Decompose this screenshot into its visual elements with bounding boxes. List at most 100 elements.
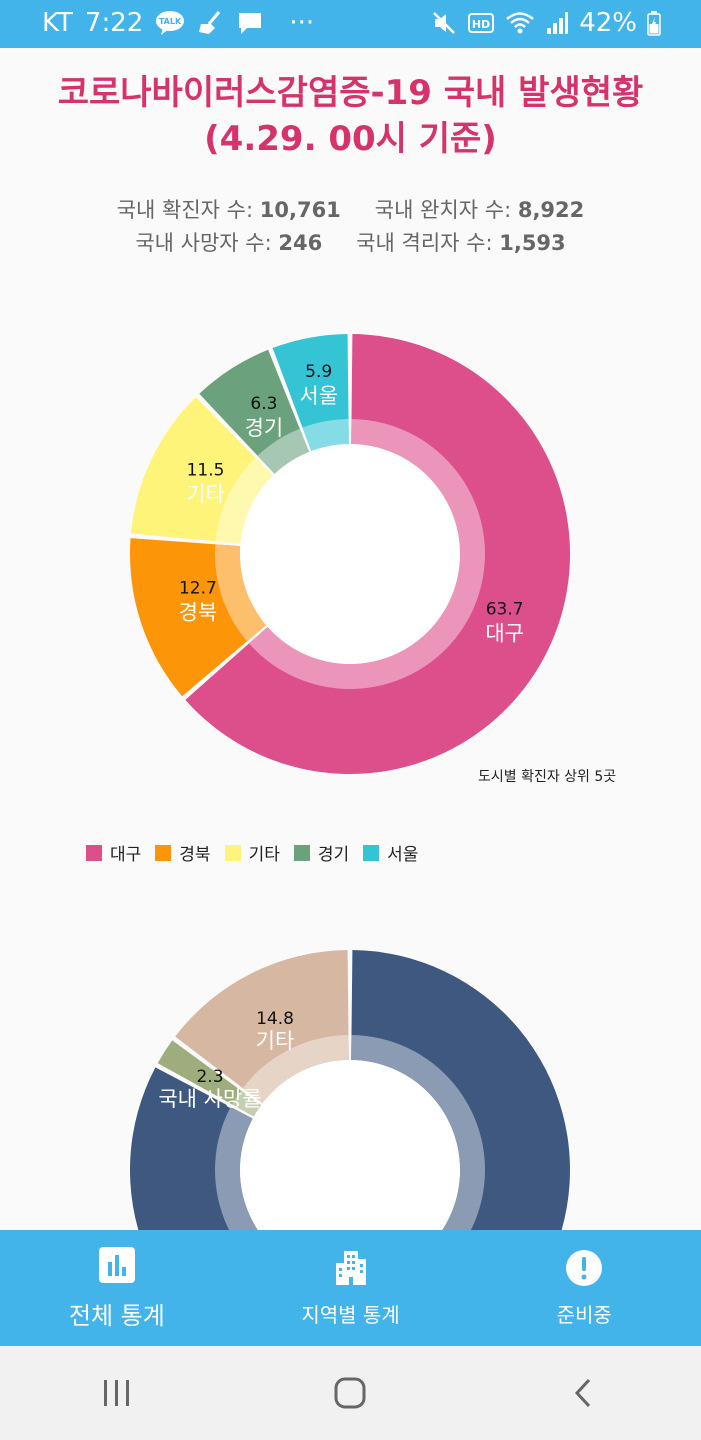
slice-서울 [272,334,349,452]
slice-inner [302,419,349,452]
battery-icon [647,10,661,36]
category-label: 기타 [256,1029,295,1053]
category-label: 대구 [485,622,524,646]
legend-item: 기타 [224,840,280,865]
donut-hole [240,444,460,664]
value-label: 5.9 [305,362,332,382]
region-donut-chart[interactable]: 63.7대구 12.7경북 11.5기타 6.3경기 5.9서울 [0,300,701,820]
hd-text: HD [472,18,490,31]
slice-경북 [129,538,267,697]
slice-inner [232,1090,262,1117]
legend-label: 기타 [248,845,280,865]
bar-chart-icon [98,1246,136,1288]
legend-item: 대구 [86,840,141,865]
donut-hole [240,1060,460,1230]
slice-inner [215,457,273,544]
rate-donut-chart[interactable]: 14.8기타 2.3국내 사망률 [0,930,701,1230]
recent-apps-icon [103,1380,129,1406]
nav-coming-soon-label: 준비중 [556,1302,612,1327]
nav-total-stats[interactable]: 전체 통계 [0,1230,234,1346]
hd-voice-icon: HD [467,10,495,36]
confirmed-label: 국내 확진자 수: [116,198,260,222]
carrier-label: KT [42,8,73,38]
slice-inner [248,419,485,689]
nav-region-stats[interactable]: 지역별 통계 [234,1230,468,1346]
legend-swatch [224,844,241,861]
legend-label: 경북 [179,845,211,865]
slice-outer [157,1040,262,1117]
slice-대구 [185,334,570,774]
building-icon [332,1249,370,1291]
legend-item: 경북 [155,840,211,865]
slice-기타 [175,950,349,1104]
signal-icon [545,10,569,36]
slice-inner [257,428,310,474]
slice-inner [215,1035,485,1230]
nav-coming-soon[interactable]: 준비중 [467,1230,701,1346]
nav-total-stats-label: 전체 통계 [68,1301,165,1330]
back-icon [575,1378,591,1408]
recovered-value: 8,922 [517,198,585,222]
kakaotalk-icon: TALK [155,10,185,36]
confirmed-stat: 국내 확진자 수: 10,761 [117,194,341,227]
value-label: 11.5 [187,460,225,480]
value-label: 6.3 [250,394,277,414]
deaths-stat: 국내 사망자 수: 246 [135,227,322,260]
chart-caption: 도시별 확진자 상위 5곳 [478,769,617,785]
legend-swatch [363,844,380,861]
title-line-1: 코로나바이러스감염증-19 국내 발생현황 [57,73,644,113]
legend-swatch [293,844,310,861]
system-navigation-bar [0,1346,701,1440]
status-bar: KT 7:22 TALK ··· [0,0,701,48]
slice-inner [242,1035,349,1104]
battery-percent: 42% [579,8,637,38]
page-title: 코로나바이러스감염증-19 국내 발생현황 (4.29. 00시 기준) [0,70,701,162]
value-label: 12.7 [179,579,217,599]
deaths-label: 국내 사망자 수: [135,231,279,255]
more-notifications: ··· [289,8,315,38]
legend-item: 서울 [363,840,418,865]
legend-label: 대구 [110,845,142,865]
home-icon [334,1377,366,1409]
title-line-2: (4.29. 00시 기준) [204,119,497,159]
broom-icon [197,10,225,36]
mute-icon [431,10,457,36]
legend-item: 경기 [293,840,350,865]
value-label: 14.8 [256,1009,294,1029]
isolated-value: 1,593 [499,231,566,255]
category-label: 경기 [245,416,284,440]
chart-legend: 대구 경북 기타 경기 서울 [86,840,418,865]
legend-label: 경기 [317,845,350,865]
category-label: 국내 사망률 [158,1087,261,1111]
talk-text: TALK [159,17,182,26]
back-button[interactable] [544,1363,624,1423]
isolated-label: 국내 격리자 수: [356,231,500,255]
slice-경기 [199,349,310,474]
confirmed-value: 10,761 [259,198,341,222]
slice-기타 [130,397,273,544]
category-label: 서울 [299,384,338,408]
message-icon [237,10,263,36]
summary-stats: 국내 확진자 수: 10,761 국내 완치자 수: 8,922 국내 사망자 … [0,194,701,260]
recovered-label: 국내 완치자 수: [374,198,518,222]
recovered-stat: 국내 완치자 수: 8,922 [375,194,584,227]
legend-swatch [86,844,102,861]
alert-icon [565,1249,603,1291]
value-label: 63.7 [486,600,524,620]
nav-region-stats-label: 지역별 통계 [301,1302,400,1327]
isolated-stat: 국내 격리자 수: 1,593 [356,227,565,260]
category-label: 경북 [179,601,218,625]
wifi-icon [505,10,535,36]
clock: 7:22 [84,8,144,38]
slice-inner [215,544,267,642]
bottom-navigation: 전체 통계 지역별 통계 [0,1230,701,1346]
slice-main [130,950,571,1230]
home-button[interactable] [310,1363,390,1423]
deaths-value: 246 [278,231,323,255]
legend-swatch [155,844,172,861]
slice-국내 사망률 [157,1040,262,1117]
legend-label: 서울 [387,845,419,865]
recent-apps-button[interactable] [77,1363,157,1423]
category-label: 기타 [186,482,225,506]
value-label: 2.3 [196,1067,223,1087]
